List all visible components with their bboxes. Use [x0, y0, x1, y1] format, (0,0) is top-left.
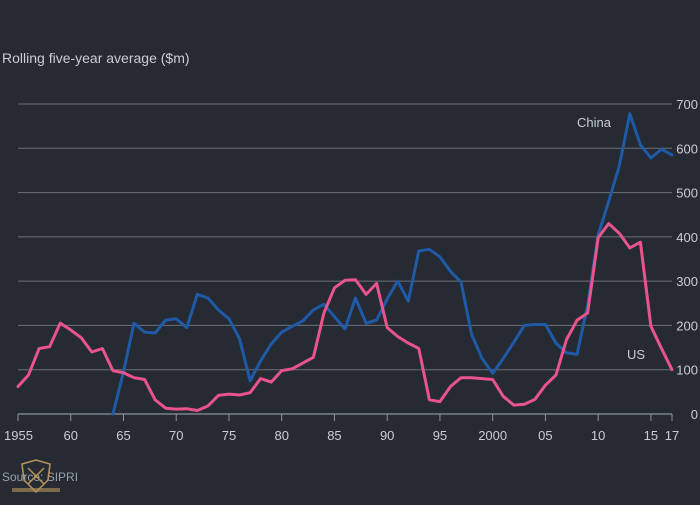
x-axis-ticks: 1955 60 65 70 75 80 85 90 95 2000 05 10 15 17	[4, 414, 679, 443]
x-tick-label: 15	[644, 428, 658, 443]
series-lines	[16, 112, 674, 416]
x-tick-label: 1955	[4, 428, 33, 443]
x-tick-label: 60	[64, 428, 78, 443]
y-tick-label: 200	[676, 318, 698, 333]
x-tick-label: 80	[274, 428, 288, 443]
source-note: Source: SIPRI	[2, 470, 78, 484]
y-axis-title: Rolling five-year average ($m)	[2, 50, 190, 66]
y-tick-label: 400	[676, 230, 698, 245]
x-tick-label: 2000	[478, 428, 507, 443]
x-tick-label: 85	[327, 428, 341, 443]
series-label-china: China	[577, 115, 612, 130]
x-tick-label: 95	[433, 428, 447, 443]
series-labels: China US	[577, 115, 645, 362]
y-tick-label: 0	[691, 407, 698, 422]
y-axis-ticks: 0 100 200 300 400 500 600 700	[676, 97, 698, 422]
y-tick-label: 600	[676, 141, 698, 156]
y-tick-label: 100	[676, 363, 698, 378]
x-tick-label: 05	[538, 428, 552, 443]
x-tick-label: 75	[222, 428, 236, 443]
series-line-china	[111, 112, 674, 416]
series-line-us	[16, 222, 674, 412]
x-tick-label: 10	[591, 428, 605, 443]
x-tick-label: 65	[116, 428, 130, 443]
watermark-logo-icon	[12, 459, 60, 494]
y-tick-label: 500	[676, 186, 698, 201]
y-tick-label: 700	[676, 97, 698, 112]
x-tick-label: 90	[380, 428, 394, 443]
gridlines	[18, 103, 672, 415]
x-tick-label: 70	[169, 428, 183, 443]
series-label-us: US	[627, 347, 645, 362]
y-tick-label: 300	[676, 274, 698, 289]
x-tick-label: 17	[665, 428, 679, 443]
